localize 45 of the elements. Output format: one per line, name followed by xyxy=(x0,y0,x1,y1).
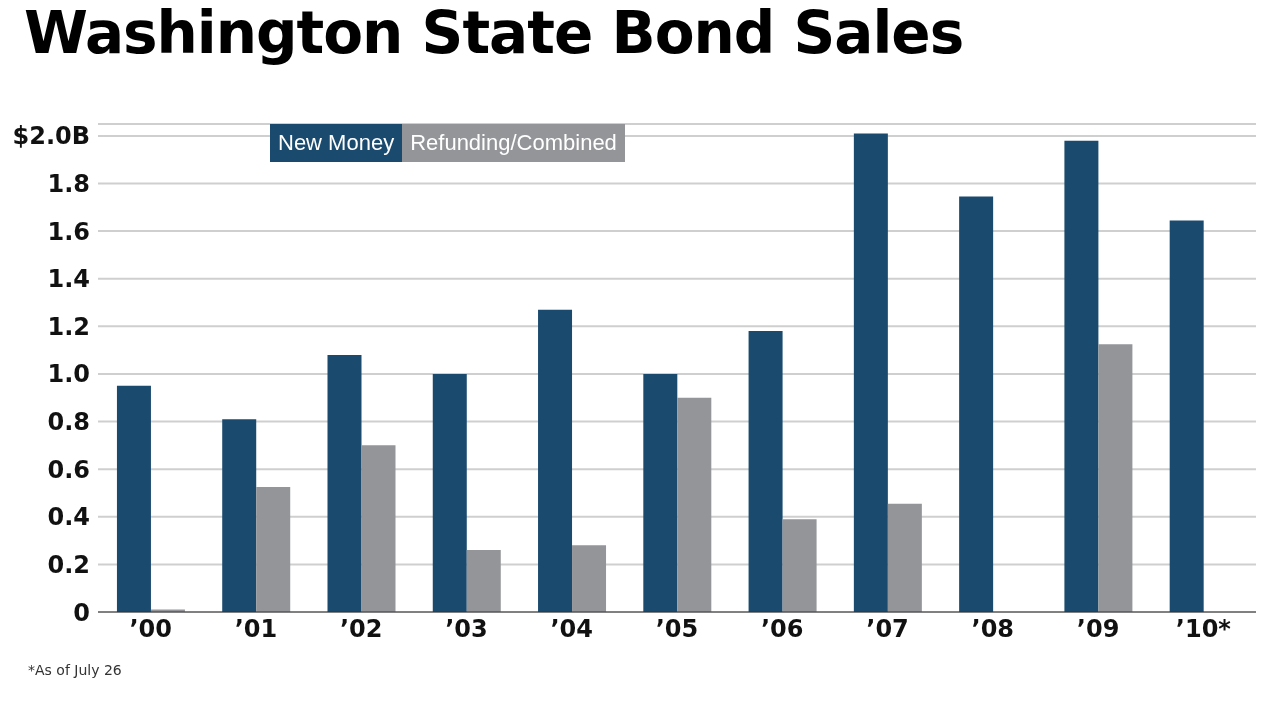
text: Refunding/Combined xyxy=(402,124,625,162)
y-tick-label: 0.2 xyxy=(47,550,90,579)
x-tick-label: ’01 xyxy=(234,615,278,644)
bar xyxy=(1169,220,1204,612)
bar xyxy=(538,309,573,612)
y-tick-label: 0.6 xyxy=(47,455,90,484)
bar xyxy=(572,545,607,612)
x-tick-label: ’02 xyxy=(339,615,383,644)
x-tick-label: ’10* xyxy=(1175,615,1232,644)
bar xyxy=(1098,344,1133,612)
bar xyxy=(1064,140,1099,612)
bar xyxy=(222,419,257,612)
y-tick-label: 0.4 xyxy=(47,503,90,532)
bar xyxy=(327,354,362,612)
y-tick-label: 0 xyxy=(73,598,90,627)
x-tick-label: ’07 xyxy=(866,615,909,644)
bar xyxy=(432,373,467,612)
y-tick-label: $2.0B xyxy=(12,122,90,151)
y-tick-label: 1.0 xyxy=(47,360,90,389)
x-tick-label: ’09 xyxy=(1076,615,1120,644)
x-tick-label: ’00 xyxy=(129,615,172,644)
y-tick-label: 1.6 xyxy=(47,217,90,246)
x-tick-label: ’04 xyxy=(550,615,593,644)
bar xyxy=(748,331,783,612)
bar xyxy=(116,385,151,612)
bar xyxy=(466,550,501,612)
y-tick-label: 1.4 xyxy=(47,265,90,294)
y-tick-label: 1.8 xyxy=(47,170,90,199)
y-tick-label: 1.2 xyxy=(47,312,90,341)
text: New Money xyxy=(270,124,403,162)
text: *As of July 26 xyxy=(28,662,123,678)
bar xyxy=(887,503,922,612)
y-tick-label: 0.8 xyxy=(47,408,90,437)
bar xyxy=(256,487,291,612)
bar xyxy=(677,397,712,612)
chart-title: Washington State Bond Sales xyxy=(24,0,965,67)
bar xyxy=(959,196,994,612)
x-tick-label: ’03 xyxy=(445,615,488,644)
bar xyxy=(643,373,678,612)
bar xyxy=(853,133,888,612)
x-tick-label: ’05 xyxy=(655,615,699,644)
bar xyxy=(782,519,817,612)
x-tick-label: ’08 xyxy=(971,615,1015,644)
bar xyxy=(361,445,396,612)
x-tick-label: ’06 xyxy=(761,615,804,644)
